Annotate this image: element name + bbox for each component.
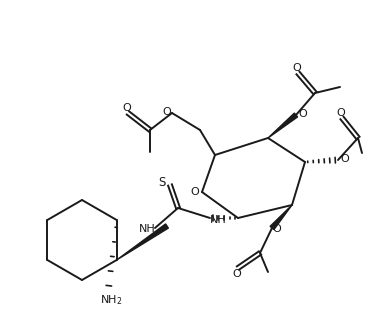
Text: O: O: [341, 154, 349, 164]
Text: O: O: [299, 109, 307, 119]
Text: O: O: [190, 187, 199, 197]
Text: O: O: [123, 103, 131, 113]
Text: O: O: [337, 108, 345, 118]
Text: O: O: [293, 63, 301, 73]
Text: S: S: [158, 176, 166, 188]
Text: NH: NH: [139, 224, 155, 234]
Polygon shape: [117, 224, 169, 260]
Text: O: O: [163, 107, 171, 117]
Text: NH$_2$: NH$_2$: [100, 293, 122, 307]
Polygon shape: [268, 113, 298, 138]
Text: O: O: [273, 224, 281, 234]
Polygon shape: [270, 205, 292, 230]
Text: NH: NH: [210, 215, 227, 225]
Text: O: O: [232, 269, 241, 279]
